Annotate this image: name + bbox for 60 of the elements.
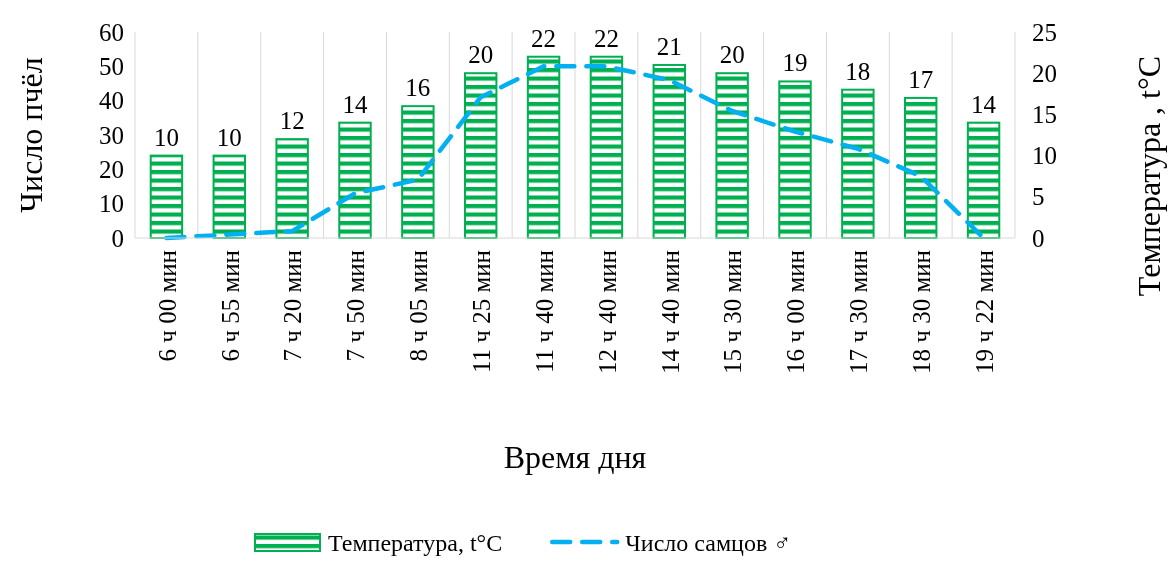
x-tick-label: 16 ч 00 мин xyxy=(782,250,810,374)
x-tick-label: 7 ч 50 мин xyxy=(342,250,370,362)
bar xyxy=(149,154,184,239)
data-label: 22 xyxy=(593,24,619,52)
data-label: 17 xyxy=(908,65,934,93)
bar xyxy=(652,63,686,239)
bar xyxy=(212,154,246,239)
legend-label: Температура, t°C xyxy=(328,530,503,556)
bar xyxy=(526,55,561,239)
bar xyxy=(904,96,938,239)
bar xyxy=(275,138,309,239)
bar xyxy=(401,105,435,239)
legend-label: Число самцов ♂ xyxy=(625,530,792,556)
y-tick-label: 10 xyxy=(99,190,124,218)
bar xyxy=(778,80,812,239)
x-tick-label: 12 ч 40 мин xyxy=(593,250,621,374)
data-label: 14 xyxy=(342,90,368,118)
data-label: 22 xyxy=(531,24,557,52)
bar xyxy=(589,55,624,239)
y-tick-label: 20 xyxy=(99,155,124,183)
y-tick-label: 50 xyxy=(99,52,124,80)
x-tick-label: 6 ч 55 мин xyxy=(216,250,244,362)
data-label: 21 xyxy=(656,32,682,60)
x-tick-label: 17 ч 30 мин xyxy=(845,250,873,374)
x-tick-label: 7 ч 20 мин xyxy=(279,250,307,362)
data-label: 20 xyxy=(719,41,745,69)
bar xyxy=(966,121,1001,239)
y-tick-label: 30 xyxy=(99,121,124,149)
y2-tick-label: 10 xyxy=(1032,142,1057,170)
x-axis-title: Время дня xyxy=(503,439,647,475)
x-tick-label: 19 ч 22 мин xyxy=(970,250,998,374)
x-tick-label: 18 ч 30 мин xyxy=(907,250,935,374)
bar xyxy=(841,88,875,239)
x-tick-label: 14 ч 40 мин xyxy=(656,250,684,374)
bar xyxy=(338,121,372,239)
y-tick-label: 40 xyxy=(99,87,124,115)
y2-tick-label: 15 xyxy=(1032,100,1057,128)
x-tick-label: 8 ч 05 мин xyxy=(405,250,433,362)
y2-tick-label: 5 xyxy=(1032,183,1045,211)
data-label: 10 xyxy=(216,123,242,151)
data-label: 18 xyxy=(845,57,871,85)
x-tick-label: 15 ч 30 мин xyxy=(719,250,747,374)
data-label: 10 xyxy=(153,123,179,151)
y-axis-title: Число пчёл xyxy=(13,57,49,213)
x-tick-label: 11 ч 40 мин xyxy=(530,250,558,373)
data-label: 12 xyxy=(279,107,305,135)
y-tick-label: 60 xyxy=(99,18,124,46)
bar xyxy=(464,72,498,239)
x-tick-label: 11 ч 25 мин xyxy=(467,250,495,373)
x-tick-label: 6 ч 00 мин xyxy=(153,250,181,362)
y2-tick-label: 20 xyxy=(1032,59,1057,87)
bar xyxy=(715,72,749,239)
data-label: 20 xyxy=(468,41,494,69)
data-label: 14 xyxy=(971,90,997,118)
y2-tick-label: 0 xyxy=(1032,224,1045,252)
data-label: 19 xyxy=(782,49,808,77)
data-label: 16 xyxy=(405,74,431,102)
y-tick-label: 0 xyxy=(111,224,124,252)
y2-axis-title: Температура , t°C xyxy=(1131,55,1167,297)
y2-tick-label: 25 xyxy=(1032,18,1057,46)
